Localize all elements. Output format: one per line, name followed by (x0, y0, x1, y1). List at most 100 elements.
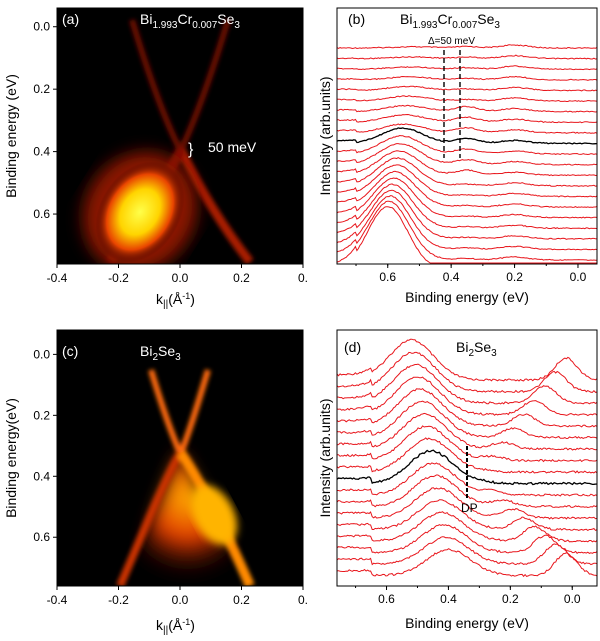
x-tick-label: -0.4 (47, 593, 68, 607)
ylabel-d: Intensity (arb.units) (317, 398, 333, 517)
y-tick-label: 0.0 (33, 347, 50, 361)
x-tick-label: 0.2 (502, 592, 519, 606)
band-left-lower-c (116, 451, 184, 586)
ticks-a: -0.4 -0.2 0.0 0.2 0. 0.0 0.2 0.4 0.6 (33, 20, 308, 285)
plot-area-c (57, 330, 303, 586)
edc-curve (336, 157, 598, 187)
edc-curve (336, 195, 598, 251)
edc-curve (336, 189, 598, 240)
y-tick-label: 0.4 (33, 469, 50, 483)
xlabel-b: Binding energy (eV) (405, 289, 529, 305)
edc-curve (336, 177, 598, 219)
y-tick-label: 0.0 (33, 20, 50, 34)
band-upper-right-a (178, 19, 231, 152)
edc-curve (336, 85, 598, 92)
y-tick-label: 0.6 (33, 207, 50, 221)
panel-label-b: (b) (348, 11, 365, 27)
edc-curve-highlight (336, 127, 598, 145)
edc-curve (336, 170, 598, 209)
edc-curve (337, 134, 598, 156)
panel-c: -0.4 -0.2 0.0 0.2 0.0.00.20.40.6 (c) Bi2Se3 … (3, 329, 308, 636)
xlabel-d: Binding energy (eV) (405, 615, 529, 631)
edc-curve (336, 143, 598, 166)
intensity-spot-c (190, 485, 238, 545)
band-upper-left-a (129, 19, 183, 152)
ylabel-c: Binding energy(eV) (3, 398, 19, 518)
xlabel-c: k||(Å-1) (156, 617, 195, 636)
panel-label-c: (c) (62, 343, 78, 359)
gap-label-a: 50 meV (208, 139, 257, 155)
x-tick-label: 0.0 (172, 271, 189, 285)
ylabel-a: Binding energy (eV) (3, 74, 19, 198)
title-a: Bi1.993Cr0.007Se3 (140, 11, 240, 31)
edc-curve (336, 376, 598, 417)
edc-curve (336, 206, 597, 264)
frame-d (336, 329, 598, 587)
delta-label-b: Δ=50 meV (428, 36, 475, 47)
edc-curve (336, 338, 598, 382)
title-d: Bi2Se3 (456, 339, 497, 359)
ylabel-b: Intensity (arb.units) (317, 76, 333, 195)
x-tick-label: 0.4 (443, 270, 460, 284)
x-tick-label: -0.2 (108, 593, 129, 607)
x-tick-label: 0.2 (233, 271, 250, 285)
curves-d (336, 338, 598, 578)
edc-curve (336, 123, 598, 134)
x-tick-label: -0.2 (108, 271, 129, 285)
band-right-upper-c (178, 369, 211, 455)
x-tick-label: 0.6 (379, 270, 396, 284)
edc-curve (336, 487, 598, 520)
y-tick-label: 0.2 (33, 408, 50, 422)
edc-curve (336, 400, 598, 440)
panel-label-a: (a) (62, 11, 79, 27)
edc-curve (337, 65, 598, 71)
y-tick-label: 0.4 (33, 145, 50, 159)
edc-curve (336, 95, 598, 103)
edc-curve (336, 351, 598, 393)
panel-b: Δ=50 meV 0.6 0.4 0.2 0.0 (b) Bi1.993Cr0.007… (317, 7, 598, 305)
edc-curve (336, 200, 597, 261)
plot-area-b (337, 8, 597, 264)
cone-glow-c (125, 450, 250, 586)
edc-curve (336, 387, 598, 428)
edc-curve (337, 511, 598, 543)
edc-curve (336, 164, 598, 198)
ticks-d: 0.6 0.4 0.2 0.0 (355, 586, 581, 606)
x-tick-label: 0. (298, 271, 308, 285)
panel-a: -0.4 -0.2 0.0 0.2 0. 0.0 0.2 0.4 0.6 (a) Bi1.993… (3, 7, 308, 310)
title-c: Bi2Se3 (140, 343, 181, 363)
edc-curve (336, 536, 598, 566)
edc-curve (336, 150, 598, 177)
x-tick-label: 0.0 (564, 592, 581, 606)
edc-curve (336, 363, 598, 405)
plot-area-a (57, 8, 303, 264)
x-tick-label: 0.4 (440, 592, 457, 606)
edc-curve (336, 548, 598, 578)
edc-curve (336, 44, 598, 50)
x-tick-label: 0.6 (378, 592, 395, 606)
x-tick-label: 0.0 (570, 270, 587, 284)
x-tick-label: 0. (298, 593, 308, 607)
edc-curve (336, 524, 598, 554)
intensity-blob-a (95, 161, 185, 263)
edc-curve-highlight (336, 449, 598, 486)
xlabel-a: k||(Å-1) (156, 291, 195, 310)
brace-a: } (188, 141, 194, 158)
band-lower-right-a (176, 148, 254, 264)
x-tick-label: 0.2 (233, 593, 250, 607)
x-tick-label: 0.2 (506, 270, 523, 284)
curves-b (336, 44, 598, 264)
band-left-upper-c (148, 369, 183, 455)
edc-curve (336, 54, 598, 60)
edc-curve (336, 75, 598, 81)
panel-label-d: (d) (344, 339, 361, 355)
panel-d: DP 0.6 0.4 0.2 0.0 (d) Bi2Se3 Binding energ… (317, 329, 598, 631)
edc-curve (336, 412, 598, 451)
dp-label-d: DP (461, 501, 478, 515)
y-tick-label: 0.2 (33, 82, 50, 96)
edc-curve (336, 499, 598, 532)
x-tick-label: 0.0 (172, 593, 189, 607)
x-tick-label: -0.4 (47, 271, 68, 285)
ticks-c: -0.4 -0.2 0.0 0.2 0. 0.0 0.2 0.4 0.6 (33, 347, 308, 607)
